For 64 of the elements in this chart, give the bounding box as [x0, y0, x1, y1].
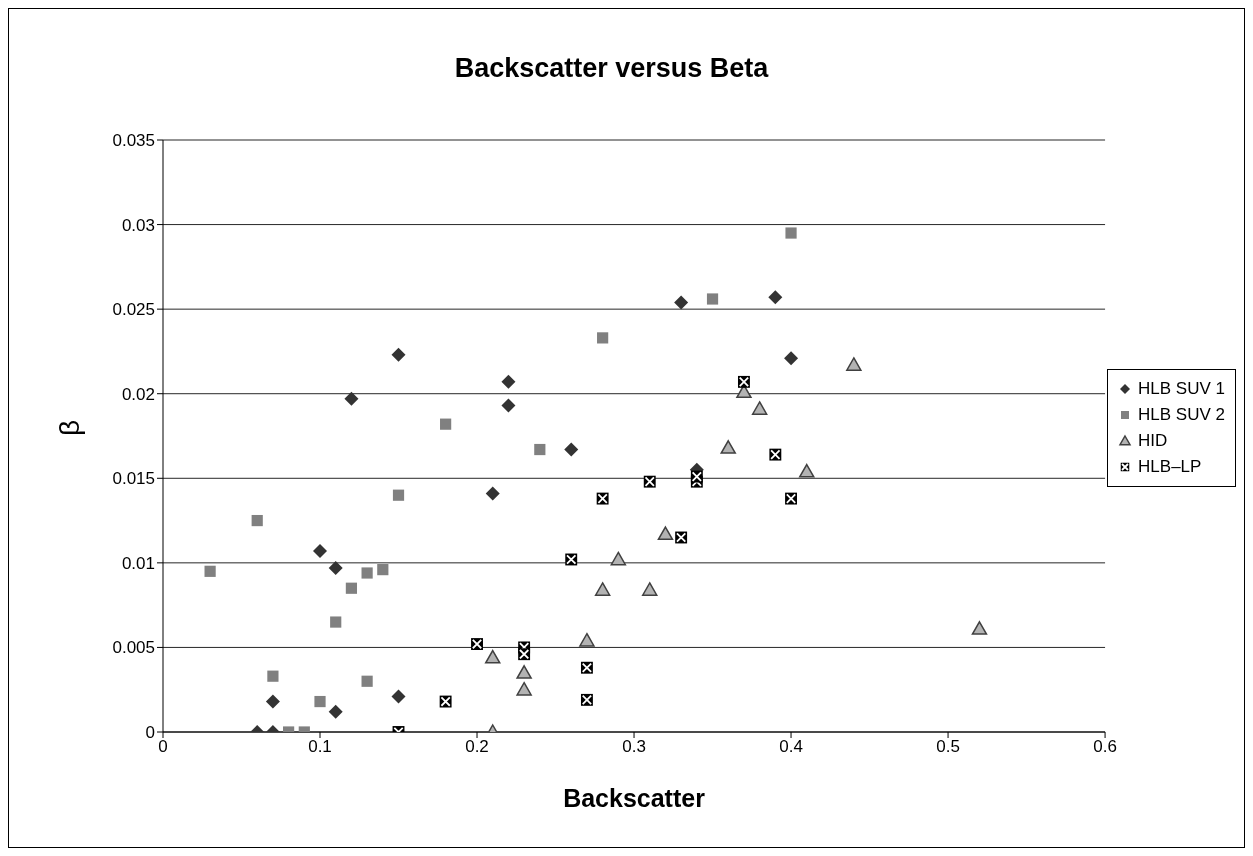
- point: [440, 418, 452, 430]
- point: [657, 526, 674, 541]
- point: [579, 632, 595, 647]
- point: [392, 489, 405, 501]
- point: [846, 357, 862, 371]
- x-tick-label: 0.1: [308, 737, 332, 757]
- x-tick-label: 0.5: [936, 737, 960, 757]
- legend-label: HLB SUV 1: [1138, 379, 1225, 399]
- y-tick-label: 0: [145, 723, 155, 743]
- point: [516, 681, 532, 696]
- y-tick-label: 0.03: [121, 215, 155, 235]
- point: [785, 227, 797, 239]
- y-tick-label: 0.005: [112, 638, 155, 658]
- point: [641, 582, 658, 596]
- point: [674, 295, 689, 310]
- point: [597, 332, 609, 344]
- point: [484, 649, 501, 664]
- point: [720, 440, 736, 454]
- point: [610, 551, 627, 566]
- point: [391, 347, 406, 362]
- point: [267, 670, 279, 682]
- point: [594, 582, 611, 596]
- x-tick-label: 0: [158, 737, 168, 757]
- point: [501, 398, 516, 413]
- legend-label: HLB–LP: [1138, 457, 1202, 477]
- legend-label: HID: [1138, 431, 1168, 451]
- point: [751, 401, 768, 415]
- y-tick-label: 0.025: [112, 300, 155, 320]
- y-tick-label: 0.01: [121, 553, 155, 573]
- y-tick-label: 0.035: [112, 131, 155, 151]
- x-tick-label: 0.3: [622, 737, 646, 757]
- point: [516, 665, 532, 679]
- y-axis-title: β: [53, 419, 85, 436]
- point: [330, 616, 342, 628]
- y-tick-label: 0.02: [121, 384, 155, 404]
- point: [534, 443, 546, 456]
- point: [361, 675, 373, 687]
- point: [344, 391, 359, 406]
- point: [784, 351, 799, 366]
- point: [313, 544, 328, 559]
- point: [485, 486, 500, 501]
- point: [377, 564, 389, 576]
- x-axis-title: Backscatter: [563, 784, 706, 812]
- point: [265, 694, 280, 709]
- point: [564, 442, 579, 457]
- point: [798, 463, 815, 478]
- point: [204, 565, 216, 577]
- point: [706, 293, 719, 305]
- point: [314, 695, 326, 708]
- point: [251, 514, 263, 527]
- legend-label: HLB SUV 2: [1138, 405, 1225, 425]
- x-tick-label: 0.4: [779, 737, 803, 757]
- point: [345, 582, 358, 594]
- x-tick-label: 0.2: [465, 737, 489, 757]
- point: [501, 374, 516, 389]
- x-tick-label: 0.6: [1093, 737, 1117, 757]
- y-tick-label: 0.015: [112, 469, 155, 489]
- point: [328, 560, 343, 575]
- point: [768, 290, 783, 305]
- point: [361, 567, 373, 579]
- point: [328, 704, 343, 719]
- chart-title: Backscatter versus Beta: [453, 53, 770, 84]
- point: [391, 689, 406, 704]
- point: [971, 621, 988, 635]
